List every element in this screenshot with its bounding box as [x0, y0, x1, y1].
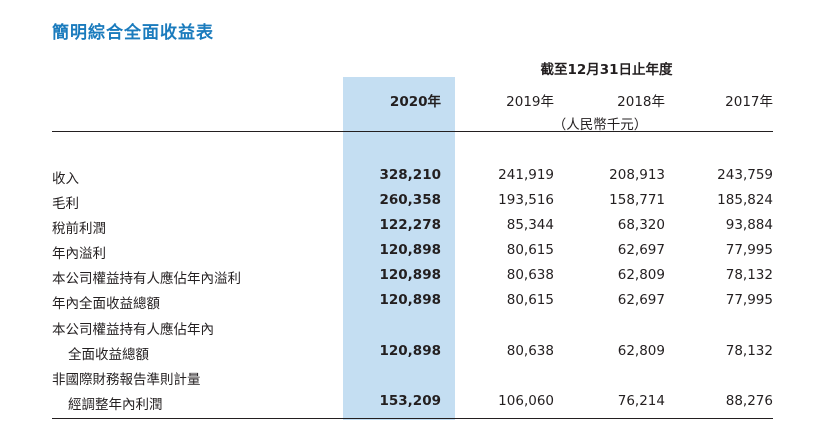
row-label: 年內溢利: [52, 246, 106, 262]
value-cell: 120,898: [379, 242, 442, 258]
value-cell: 153,209: [379, 393, 442, 409]
value-cell: 241,919: [498, 167, 554, 183]
row-label: 本公司權益持有人應佔年內溢利: [52, 271, 241, 287]
value-cell: 106,060: [498, 393, 554, 409]
value-cell: 80,638: [506, 343, 554, 359]
table-row: 毛利 260,358 193,516 158,771 185,824: [0, 192, 830, 216]
value-cell: 77,995: [725, 242, 773, 258]
row-label: 收入: [52, 171, 79, 187]
value-cell: 62,697: [617, 292, 665, 308]
value-cell: 80,615: [506, 242, 554, 258]
year-header-2020: 2020年: [389, 94, 441, 110]
table-row: 年內全面收益總額 120,898 80,615 62,697 77,995: [0, 292, 830, 316]
row-label: 毛利: [52, 196, 79, 212]
value-cell: 88,276: [725, 393, 773, 409]
value-cell: 120,898: [379, 343, 442, 359]
value-cell: 68,320: [617, 217, 665, 233]
table-row: 年內溢利 120,898 80,615 62,697 77,995: [0, 242, 830, 266]
value-cell: 80,615: [506, 292, 554, 308]
value-cell: 78,132: [725, 343, 773, 359]
value-cell: 193,516: [498, 192, 554, 208]
value-cell: 62,809: [617, 267, 665, 283]
value-cell: 62,697: [617, 242, 665, 258]
table-row: 經調整年內利潤 153,209 106,060 76,214 88,276: [0, 393, 830, 417]
year-header-2017: 2017年: [725, 94, 773, 110]
table-row: 本公司權益持有人應佔年內溢利 120,898 80,638 62,809 78,132: [0, 267, 830, 291]
value-cell: 185,824: [717, 192, 773, 208]
highlight-column-2020: [343, 77, 455, 420]
value-cell: 77,995: [725, 292, 773, 308]
row-label: 年內全面收益總額: [52, 296, 160, 312]
value-cell: 328,210: [379, 167, 442, 183]
value-cell: 85,344: [506, 217, 554, 233]
period-header: 截至12月31日止年度: [540, 62, 673, 78]
table-row: 本公司權益持有人應佔年內: [0, 318, 830, 342]
value-cell: 120,898: [379, 267, 442, 283]
value-cell: 80,638: [506, 267, 554, 283]
value-cell: 62,809: [617, 343, 665, 359]
value-cell: 208,913: [609, 167, 665, 183]
row-label: 經調整年內利潤: [68, 397, 163, 413]
row-label: 全面收益總額: [68, 347, 149, 363]
value-cell: 260,358: [379, 192, 442, 208]
year-header-2019: 2019年: [506, 94, 554, 110]
value-cell: 122,278: [379, 217, 442, 233]
page-title: 簡明綜合全面收益表: [52, 23, 214, 43]
value-cell: 93,884: [725, 217, 773, 233]
bottom-rule: [52, 418, 773, 419]
year-header-2018: 2018年: [617, 94, 665, 110]
unit-label: （人民幣千元）: [552, 117, 648, 133]
table-row: 收入 328,210 241,919 208,913 243,759: [0, 167, 830, 191]
row-label: 本公司權益持有人應佔年內: [52, 322, 214, 338]
table-row: 非國際財務報告準則計量: [0, 368, 830, 392]
row-label: 稅前利潤: [52, 221, 106, 237]
value-cell: 78,132: [725, 267, 773, 283]
value-cell: 76,214: [617, 393, 665, 409]
value-cell: 158,771: [609, 192, 665, 208]
value-cell: 120,898: [379, 292, 442, 308]
row-label: 非國際財務報告準則計量: [52, 372, 201, 388]
table-row: 稅前利潤 122,278 85,344 68,320 93,884: [0, 217, 830, 241]
table-row: 全面收益總額 120,898 80,638 62,809 78,132: [0, 343, 830, 367]
value-cell: 243,759: [717, 167, 773, 183]
header-rule: [52, 131, 773, 132]
